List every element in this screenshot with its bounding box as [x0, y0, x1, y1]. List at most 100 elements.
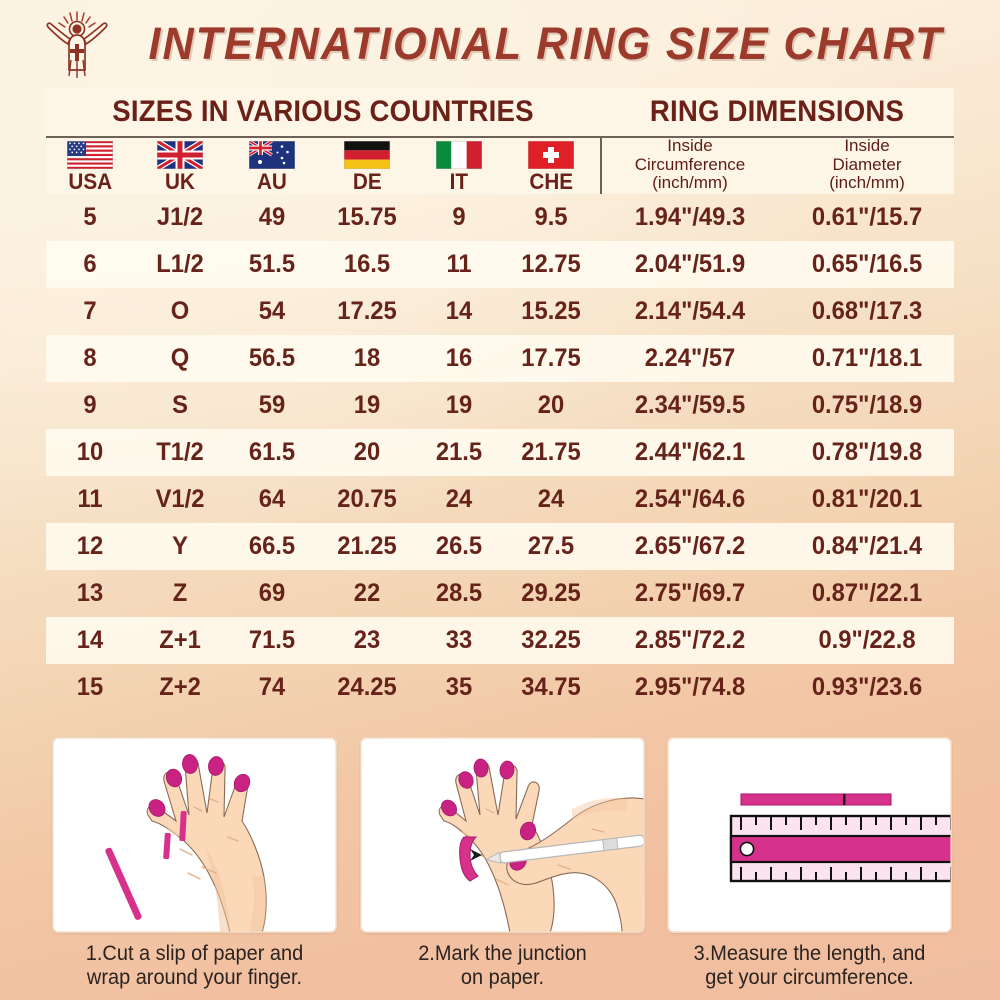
cell-de: 20 [353, 438, 381, 466]
cell-au: 64 [258, 485, 286, 513]
table-row: 15 Z+2 74 24.25 35 34.75 2.95"/74.8 0.93"/23.6 [46, 664, 954, 711]
cell-circumference: 1.94"/49.3 [634, 203, 746, 231]
step-2-caption-line2: on paper. [460, 965, 544, 989]
flag-uk-icon [155, 138, 205, 172]
cell-usa: 15 [76, 673, 104, 701]
diameter-line1: Inside [844, 136, 890, 156]
cell-it: 26.5 [435, 532, 483, 560]
cell-au: 51.5 [248, 250, 296, 278]
cell-usa: 7 [83, 297, 97, 325]
circumference-line2: Circumference [634, 154, 746, 174]
cell-che: 17.75 [521, 344, 581, 372]
cell-che: 27.5 [527, 532, 575, 560]
cell-che: 9.5 [534, 203, 568, 231]
cell-it: 16 [445, 344, 473, 372]
cell-uk: J1/2 [156, 203, 204, 231]
cell-uk: O [170, 297, 190, 325]
cell-uk: Z+1 [159, 626, 201, 654]
table-row: 14 Z+1 71.5 23 33 32.25 2.85"/72.2 0.9"/22.8 [46, 617, 954, 664]
cell-it: 33 [445, 626, 473, 654]
step-1-caption: 1.Cut a slip of paper and wrap around yo… [59, 942, 330, 989]
cell-circumference: 2.85"/72.2 [634, 626, 746, 654]
cell-au: 74 [258, 673, 286, 701]
cell-diameter: 0.84"/21.4 [811, 532, 923, 560]
cell-che: 29.25 [521, 579, 581, 607]
column-header-usa: USA [46, 138, 134, 194]
column-header-au-label: AU [257, 169, 287, 194]
cell-circumference: 2.24"/57 [644, 344, 736, 372]
cell-au: 54 [258, 297, 286, 325]
cell-che: 34.75 [521, 673, 581, 701]
cell-diameter: 0.61"/15.7 [811, 203, 923, 231]
cell-circumference: 2.95"/74.8 [634, 673, 746, 701]
table-row: 12 Y 66.5 21.25 26.5 27.5 2.65"/67.2 0.84"/21.4 [46, 523, 954, 570]
cell-diameter: 0.9"/22.8 [818, 626, 916, 654]
step-1-caption-line2: wrap around your finger. [86, 965, 303, 989]
hand-with-paper-strip-illustration [52, 737, 337, 933]
cell-de: 20.75 [337, 485, 397, 513]
risen-figure-with-cross-logo-icon [40, 8, 114, 82]
column-header-circumference: Inside Circumference (inch/mm) [600, 137, 780, 194]
ruler-measuring-paper-strip-illustration [667, 737, 952, 933]
column-header-diameter: Inside Diameter (inch/mm) [780, 136, 954, 194]
table-row: 13 Z 69 22 28.5 29.25 2.75"/69.7 0.87"/22.1 [46, 570, 954, 617]
cell-it: 19 [445, 391, 473, 419]
step-2-caption: 2.Mark the junction on paper. [367, 942, 638, 989]
cell-che: 20 [537, 391, 565, 419]
column-header-it: IT [416, 138, 502, 194]
cell-che: 15.25 [521, 297, 581, 325]
step-3-caption-line1: 3.Measure the length, and [693, 942, 926, 965]
cell-uk: S [172, 391, 188, 419]
ring-size-table: SIZES IN VARIOUS COUNTRIES RING DIMENSIO… [46, 88, 954, 711]
cell-usa: 10 [76, 438, 104, 466]
cell-de: 23 [353, 626, 381, 654]
step-3-caption-line2: get your circumference. [705, 965, 914, 989]
cell-au: 56.5 [248, 344, 296, 372]
cell-che: 24 [537, 485, 565, 513]
cell-de: 16.5 [343, 250, 391, 278]
table-body: 5 J1/2 49 15.75 9 9.5 1.94"/49.3 0.61"/15.7 6 L1/… [46, 194, 954, 711]
cell-diameter: 0.75"/18.9 [811, 391, 923, 419]
cell-usa: 14 [76, 626, 104, 654]
cell-uk: Z [172, 579, 188, 607]
column-header-che: CHE [502, 138, 600, 194]
cell-it: 28.5 [435, 579, 483, 607]
table-row: 7 O 54 17.25 14 15.25 2.14"/54.4 0.68"/17.3 [46, 288, 954, 335]
table-row: 9 S 59 19 19 20 2.34"/59.5 0.75"/18.9 [46, 382, 954, 429]
flag-usa-icon [66, 140, 114, 170]
step-2: 2.Mark the junction on paper. [359, 737, 645, 989]
column-header-au: AU [226, 138, 318, 194]
flag-switzerland-icon [527, 140, 575, 170]
cell-circumference: 2.65"/67.2 [634, 532, 746, 560]
measuring-instructions: 1.Cut a slip of paper and wrap around yo… [52, 737, 952, 989]
cell-de: 22 [353, 579, 381, 607]
group-header-row: SIZES IN VARIOUS COUNTRIES RING DIMENSIO… [46, 88, 954, 136]
cell-che: 32.25 [521, 626, 581, 654]
cell-usa: 12 [76, 532, 104, 560]
cell-it: 11 [446, 250, 472, 278]
step-3-caption: 3.Measure the length, and get your circu… [674, 942, 945, 989]
cell-au: 59 [258, 391, 286, 419]
cell-diameter: 0.78"/19.8 [811, 438, 923, 466]
cell-uk: Y [172, 532, 188, 560]
cell-usa: 11 [77, 485, 103, 513]
flag-germany-icon [343, 140, 391, 170]
hands-marking-paper-with-pen-illustration [359, 737, 645, 933]
cell-usa: 8 [83, 344, 97, 372]
step-2-caption-line1: 2.Mark the junction [417, 942, 587, 965]
table-row: 8 Q 56.5 18 16 17.75 2.24"/57 0.71"/18.1 [46, 335, 954, 382]
table-row: 5 J1/2 49 15.75 9 9.5 1.94"/49.3 0.61"/15.7 [46, 194, 954, 241]
cell-diameter: 0.65"/16.5 [811, 250, 923, 278]
cell-de: 18 [353, 344, 381, 372]
cell-circumference: 2.04"/51.9 [634, 250, 746, 278]
cell-uk: V1/2 [155, 485, 205, 513]
cell-au: 71.5 [248, 626, 296, 654]
cell-usa: 6 [83, 250, 97, 278]
column-header-che-label: CHE [529, 169, 573, 194]
column-header-uk-label: UK [165, 169, 195, 194]
group-header-dimensions: RING DIMENSIONS [649, 95, 905, 128]
step-3: 3.Measure the length, and get your circu… [667, 737, 952, 989]
cell-diameter: 0.81"/20.1 [811, 485, 923, 513]
page-title: INTERNATIONAL RING SIZE CHART [148, 18, 944, 69]
